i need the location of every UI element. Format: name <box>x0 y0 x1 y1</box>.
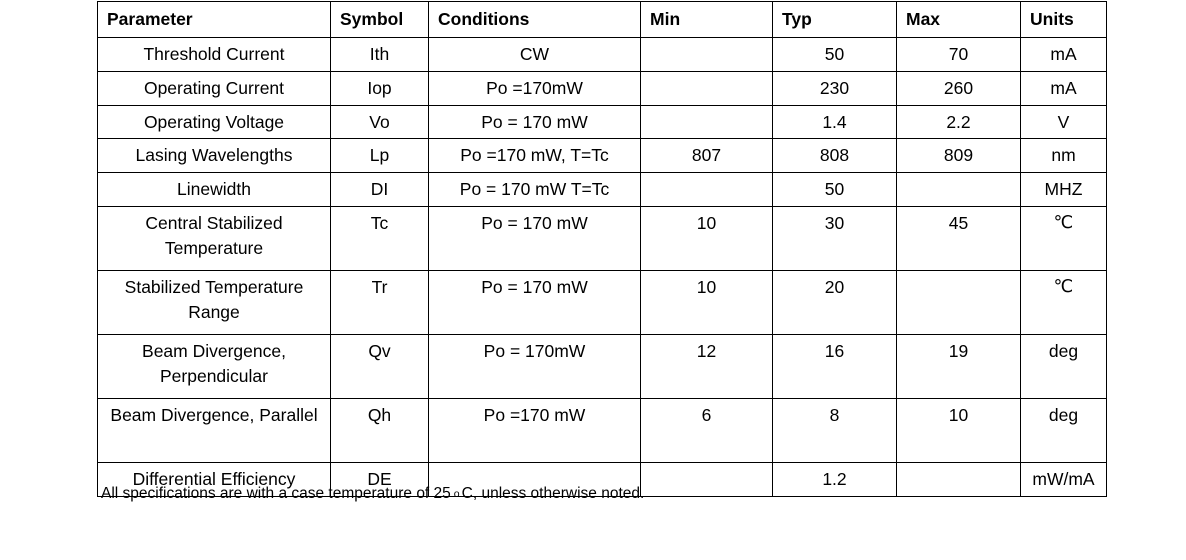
table-row: Beam Divergence, Parallel Qh Po =170 mW … <box>97 398 1107 464</box>
cell-units: MHZ <box>1020 172 1107 208</box>
column-header-units: Units <box>1020 1 1107 38</box>
cell-symbol: DE <box>330 462 429 497</box>
table-footnote: All specifications are with a case tempe… <box>101 484 644 504</box>
cell-max <box>896 462 1021 497</box>
cell-min <box>640 36 773 72</box>
table-row: Differential Efficiency DE 1.2 mW/mA <box>97 462 1107 497</box>
cell-min <box>640 70 773 106</box>
cell-units: ℃ <box>1020 206 1107 272</box>
cell-units: V <box>1020 104 1107 140</box>
cell-min: 12 <box>640 334 773 400</box>
cell-parameter: Stabilized Temperature Range <box>97 270 331 336</box>
cell-min <box>640 104 773 140</box>
cell-symbol: Qv <box>330 334 429 400</box>
cell-parameter: Operating Voltage <box>97 104 331 140</box>
cell-typ: 20 <box>772 270 897 336</box>
cell-parameter: Beam Divergence, Perpendicular <box>97 334 331 400</box>
column-header-parameter: Parameter <box>97 1 331 38</box>
cell-symbol: Iop <box>330 70 429 106</box>
cell-symbol: Ith <box>330 36 429 72</box>
cell-parameter: Differential Efficiency <box>97 462 331 497</box>
cell-units: mA <box>1020 36 1107 72</box>
cell-min <box>640 172 773 208</box>
cell-min: 807 <box>640 138 773 174</box>
cell-min: 6 <box>640 398 773 464</box>
cell-parameter: Threshold Current <box>97 36 331 72</box>
cell-conditions: CW <box>428 36 641 72</box>
column-header-conditions: Conditions <box>428 1 641 38</box>
cell-conditions: Po =170 mW, T=Tc <box>428 138 641 174</box>
cell-conditions: Po = 170mW <box>428 334 641 400</box>
cell-units: deg <box>1020 398 1107 464</box>
cell-typ: 1.2 <box>772 462 897 497</box>
cell-max: 70 <box>896 36 1021 72</box>
cell-min <box>640 462 773 497</box>
cell-typ: 8 <box>772 398 897 464</box>
cell-typ: 50 <box>772 36 897 72</box>
cell-units: mA <box>1020 70 1107 106</box>
cell-parameter: Operating Current <box>97 70 331 106</box>
cell-max: 2.2 <box>896 104 1021 140</box>
table-row: Operating Current Iop Po =170mW 230 260 … <box>97 70 1107 106</box>
cell-symbol: Vo <box>330 104 429 140</box>
cell-symbol: Tr <box>330 270 429 336</box>
cell-typ: 230 <box>772 70 897 106</box>
cell-max <box>896 270 1021 336</box>
cell-conditions: Po = 170 mW <box>428 270 641 336</box>
cell-max: 19 <box>896 334 1021 400</box>
cell-conditions: Po = 170 mW <box>428 206 641 272</box>
column-header-min: Min <box>640 1 773 38</box>
column-header-symbol: Symbol <box>330 1 429 38</box>
cell-typ: 16 <box>772 334 897 400</box>
cell-parameter: Central Stabilized Temperature <box>97 206 331 272</box>
table-body: Threshold Current Ith CW 50 70 mA Operat… <box>97 36 1107 497</box>
cell-typ: 808 <box>772 138 897 174</box>
cell-parameter: Lasing Wavelengths <box>97 138 331 174</box>
specifications-table: Parameter Symbol Conditions Min Typ Max … <box>97 1 1107 497</box>
cell-typ: 30 <box>772 206 897 272</box>
table-row: Operating Voltage Vo Po = 170 mW 1.4 2.2… <box>97 104 1107 140</box>
cell-max: 260 <box>896 70 1021 106</box>
cell-units: mW/mA <box>1020 462 1107 497</box>
cell-units: deg <box>1020 334 1107 400</box>
cell-symbol: Lp <box>330 138 429 174</box>
table-row: Central Stabilized Temperature Tc Po = 1… <box>97 206 1107 272</box>
cell-typ: 1.4 <box>772 104 897 140</box>
footnote-text-after: C, unless otherwise noted. <box>461 485 645 502</box>
column-header-max: Max <box>896 1 1021 38</box>
cell-conditions: Po = 170 mW T=Tc <box>428 172 641 208</box>
cell-parameter: Beam Divergence, Parallel <box>97 398 331 464</box>
cell-conditions: Po =170 mW <box>428 398 641 464</box>
cell-symbol: DI <box>330 172 429 208</box>
footnote-text-before: All specifications are with a case tempe… <box>101 485 451 502</box>
cell-max: 45 <box>896 206 1021 272</box>
table-row: Stabilized Temperature Range Tr Po = 170… <box>97 270 1107 336</box>
cell-typ: 50 <box>772 172 897 208</box>
cell-units: ℃ <box>1020 270 1107 336</box>
cell-min: 10 <box>640 270 773 336</box>
table-row: Beam Divergence, Perpendicular Qv Po = 1… <box>97 334 1107 400</box>
table-header: Parameter Symbol Conditions Min Typ Max … <box>97 1 1107 38</box>
cell-max <box>896 172 1021 208</box>
cell-symbol: Qh <box>330 398 429 464</box>
cell-max: 10 <box>896 398 1021 464</box>
cell-min: 10 <box>640 206 773 272</box>
cell-max: 809 <box>896 138 1021 174</box>
table-row: Lasing Wavelengths Lp Po =170 mW, T=Tc 8… <box>97 138 1107 174</box>
table-header-row: Parameter Symbol Conditions Min Typ Max … <box>97 1 1107 38</box>
specifications-table-container: Parameter Symbol Conditions Min Typ Max … <box>97 1 1107 497</box>
cell-conditions: Po =170mW <box>428 70 641 106</box>
cell-symbol: Tc <box>330 206 429 272</box>
cell-conditions: Po = 170 mW <box>428 104 641 140</box>
degree-symbol: o <box>453 488 460 500</box>
table-row: Threshold Current Ith CW 50 70 mA <box>97 36 1107 72</box>
cell-units: nm <box>1020 138 1107 174</box>
column-header-typ: Typ <box>772 1 897 38</box>
table-row: Linewidth DI Po = 170 mW T=Tc 50 MHZ <box>97 172 1107 208</box>
cell-parameter: Linewidth <box>97 172 331 208</box>
